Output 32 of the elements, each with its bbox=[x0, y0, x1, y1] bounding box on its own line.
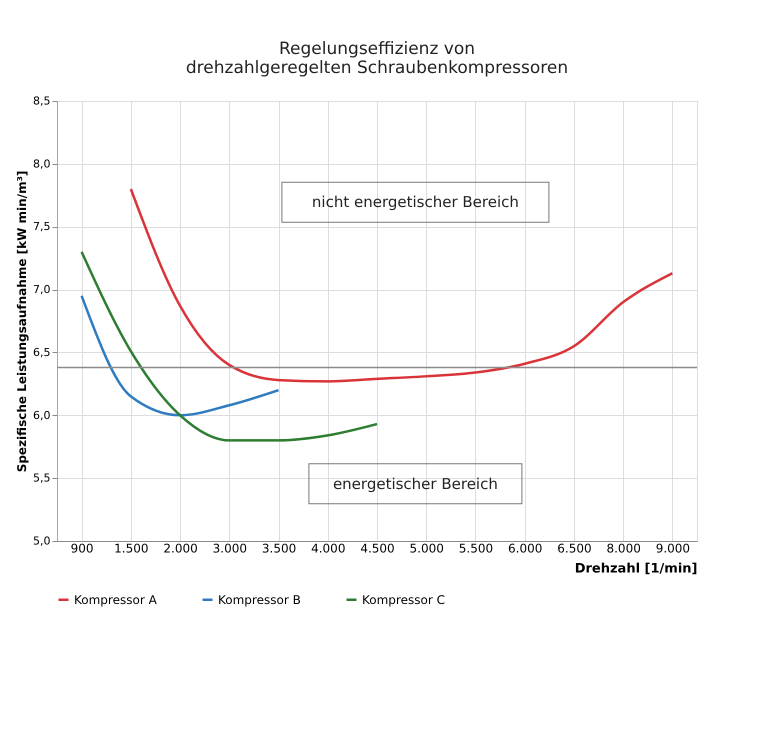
line-series bbox=[80, 294, 280, 417]
y-axis-title: Spezifische Leistungsaufnahme [kW min/m³] bbox=[15, 170, 30, 472]
annotation: nicht energetischer Bereich bbox=[312, 193, 519, 212]
legend-label: Kompressor B bbox=[218, 592, 301, 607]
legend-label: Kompressor A bbox=[74, 592, 158, 607]
y-tick-label: 8,5 bbox=[33, 94, 50, 108]
x-tick-label: 2.000 bbox=[163, 542, 198, 556]
annotation: energetischer Bereich bbox=[332, 474, 498, 493]
chart-title: Regelungseffizienz von drehzahlgeregelten Schraubenkompressoren bbox=[186, 39, 568, 78]
y-tick-label: 5,5 bbox=[33, 472, 50, 485]
line-series bbox=[80, 250, 378, 442]
x-tick-label: 3.500 bbox=[262, 542, 296, 556]
x-tick-label: 4.500 bbox=[360, 542, 395, 556]
y-tick-label: 5,0 bbox=[33, 534, 50, 548]
y-tick-label: 6,0 bbox=[33, 408, 50, 422]
x-tick-label: 4.000 bbox=[311, 542, 346, 556]
legend-label: Kompressor C bbox=[362, 592, 445, 607]
x-tick-label: 9.000 bbox=[656, 542, 690, 556]
x-tick-label: 5.500 bbox=[458, 542, 494, 556]
x-tick-label: 900 bbox=[70, 542, 94, 556]
x-tick-label: 3.000 bbox=[212, 542, 247, 556]
y-tick-label: 8,0 bbox=[33, 157, 50, 170]
x-tick-label: 8.000 bbox=[606, 542, 641, 556]
x-tick-label: 1.500 bbox=[114, 542, 149, 556]
x-tick-label: 5.000 bbox=[410, 542, 444, 556]
y-tick-label: 7,5 bbox=[33, 220, 50, 234]
line-series bbox=[130, 188, 674, 383]
x-tick-label: 6.500 bbox=[557, 542, 592, 556]
y-tick-label: 6,5 bbox=[33, 346, 50, 359]
y-tick-label: 7,0 bbox=[33, 283, 50, 296]
x-axis-title: Drehzahl [1/min] bbox=[574, 562, 698, 576]
x-tick-label: 6.000 bbox=[508, 542, 542, 556]
